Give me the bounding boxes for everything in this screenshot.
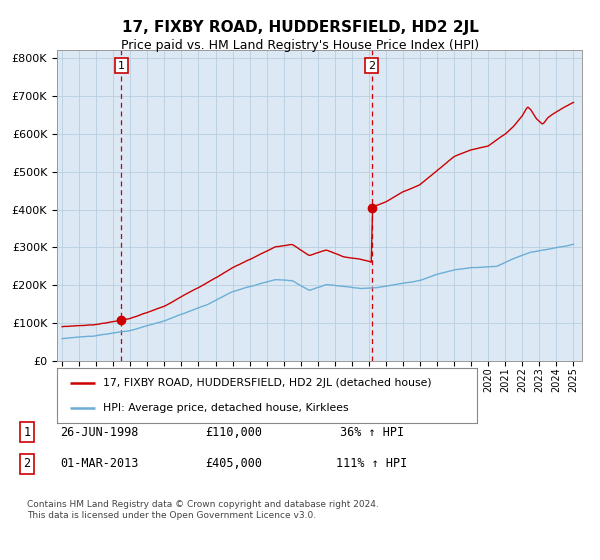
Text: 17, FIXBY ROAD, HUDDERSFIELD, HD2 2JL (detached house): 17, FIXBY ROAD, HUDDERSFIELD, HD2 2JL (d… — [103, 378, 432, 388]
Text: 17, FIXBY ROAD, HUDDERSFIELD, HD2 2JL: 17, FIXBY ROAD, HUDDERSFIELD, HD2 2JL — [122, 20, 478, 35]
Text: 1: 1 — [118, 60, 125, 71]
Text: 1: 1 — [23, 426, 31, 439]
Text: 01-MAR-2013: 01-MAR-2013 — [60, 457, 138, 470]
Text: 111% ↑ HPI: 111% ↑ HPI — [337, 457, 407, 470]
Text: 36% ↑ HPI: 36% ↑ HPI — [340, 426, 404, 439]
Text: 26-JUN-1998: 26-JUN-1998 — [60, 426, 138, 439]
Text: Price paid vs. HM Land Registry's House Price Index (HPI): Price paid vs. HM Land Registry's House … — [121, 39, 479, 52]
Text: HPI: Average price, detached house, Kirklees: HPI: Average price, detached house, Kirk… — [103, 403, 349, 413]
Text: £405,000: £405,000 — [205, 457, 263, 470]
Text: 2: 2 — [368, 60, 375, 71]
Text: Contains HM Land Registry data © Crown copyright and database right 2024.
This d: Contains HM Land Registry data © Crown c… — [27, 500, 379, 520]
Text: £110,000: £110,000 — [205, 426, 263, 439]
Text: 2: 2 — [23, 457, 31, 470]
